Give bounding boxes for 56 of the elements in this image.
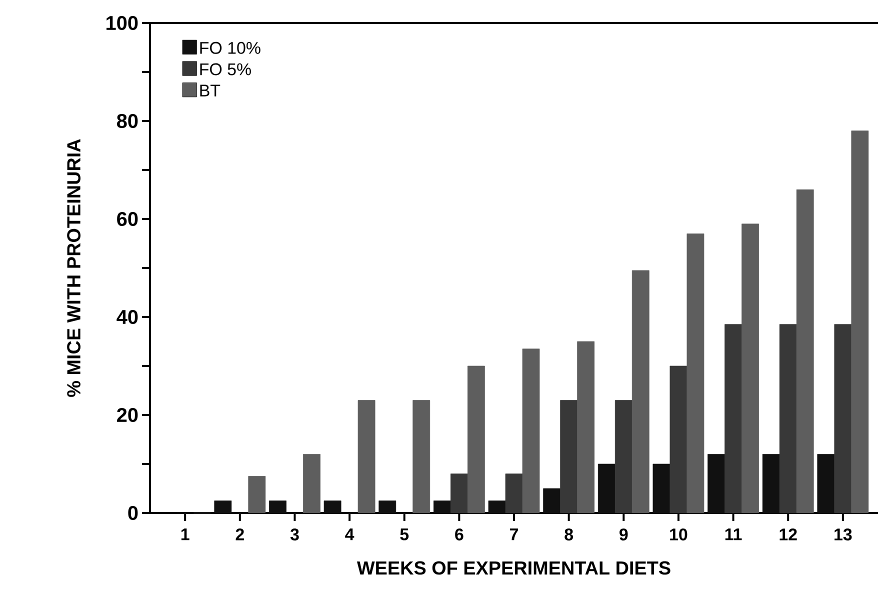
bar (433, 500, 451, 514)
x-tick-label: 6 (455, 528, 464, 540)
bar (708, 454, 725, 514)
x-tick-label: 1 (181, 528, 190, 540)
bar (214, 500, 232, 514)
bar (358, 400, 376, 514)
bar (577, 341, 595, 514)
y-tick-label: 60 (117, 212, 138, 226)
bar (269, 500, 286, 514)
bar (248, 476, 266, 514)
bar (742, 224, 759, 514)
bar (560, 400, 578, 514)
bar (632, 270, 650, 514)
bar (543, 488, 561, 514)
bar (303, 454, 320, 514)
x-tick-label: 12 (780, 528, 797, 540)
x-tick-label: 7 (510, 528, 518, 540)
bar (467, 366, 485, 514)
x-tick-label: 2 (236, 528, 244, 540)
bar (762, 454, 780, 514)
legend-label: BT (200, 84, 220, 96)
x-tick-label: 3 (290, 528, 299, 540)
bar (686, 233, 704, 514)
y-tick-label: 0 (128, 506, 138, 520)
y-tick-label: 40 (116, 310, 138, 324)
x-tick-label: 11 (725, 528, 742, 540)
x-tick-label: 9 (620, 528, 628, 540)
legend-label: FO 5% (200, 63, 251, 76)
x-tick-label: 10 (670, 528, 688, 540)
x-axis-title: WEEKS OF EXPERIMENTAL DIETS (356, 561, 670, 575)
bar (598, 464, 616, 514)
bar (505, 474, 523, 514)
x-tick-label: 4 (345, 528, 354, 540)
bar (652, 464, 670, 514)
bar (488, 500, 506, 514)
y-tick-label: 100 (106, 16, 138, 30)
bar (670, 366, 688, 514)
x-tick-label: 5 (400, 528, 409, 540)
y-axis-title: % MICE WITH PROTEINURIA (67, 139, 80, 397)
bar (522, 348, 540, 514)
bar (817, 454, 835, 514)
x-tick-label: 8 (564, 528, 574, 540)
bar (412, 400, 430, 514)
bar (834, 324, 852, 514)
bar (450, 474, 468, 514)
bar (796, 189, 814, 514)
x-tick-label: 13 (834, 528, 852, 540)
legend-label: FO 10% (200, 42, 260, 54)
bar (378, 500, 396, 514)
bar (324, 500, 342, 514)
bar (614, 400, 632, 514)
bar (779, 324, 797, 514)
bar (851, 130, 869, 514)
y-tick-label: 20 (117, 408, 138, 422)
y-tick-label: 80 (116, 114, 138, 128)
bar (724, 324, 742, 514)
